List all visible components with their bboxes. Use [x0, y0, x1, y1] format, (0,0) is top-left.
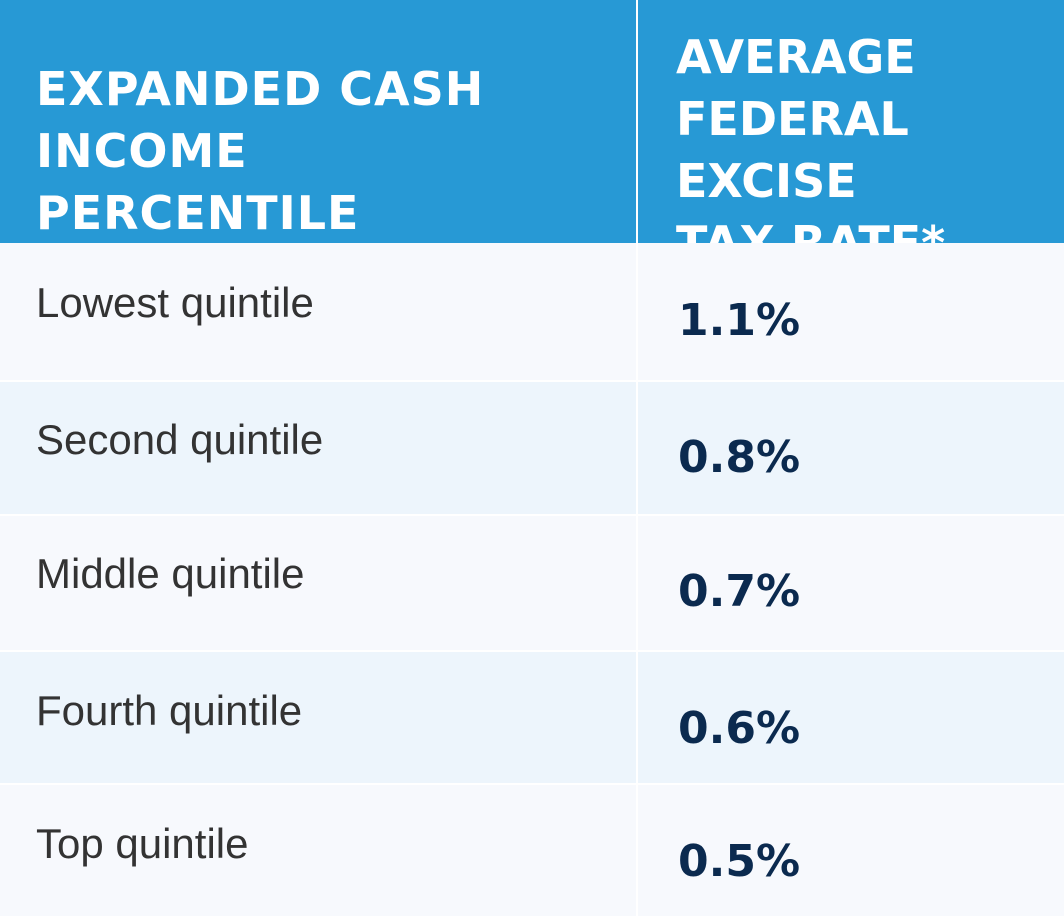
column-divider — [636, 514, 638, 651]
column-divider — [636, 784, 638, 916]
header-column-divider — [636, 0, 638, 243]
row-value-fourth: 0.6% — [638, 651, 1064, 784]
row-value-text: 0.7% — [678, 566, 801, 617]
row-divider — [0, 650, 1064, 652]
row-label-lowest: Lowest quintile — [0, 243, 636, 380]
row-label-text: Lowest quintile — [36, 279, 314, 326]
row-value-text: 1.1% — [678, 295, 801, 346]
row-value-middle: 0.7% — [638, 514, 1064, 651]
header-income-percentile-label: EXPANDED CASH INCOME PERCENTILE — [36, 62, 485, 240]
row-value-text: 0.5% — [678, 836, 801, 887]
row-value-top: 0.5% — [638, 784, 1064, 916]
row-label-top: Top quintile — [0, 784, 636, 916]
row-value-second: 0.8% — [638, 380, 1064, 514]
column-divider — [636, 380, 638, 514]
header-excise-tax-rate-label: AVERAGE FEDERAL EXCISE TAX RATE* — [676, 30, 945, 270]
row-label-text: Middle quintile — [36, 550, 305, 597]
row-divider — [0, 380, 1064, 382]
row-value-text: 0.6% — [678, 703, 801, 754]
header-income-percentile: EXPANDED CASH INCOME PERCENTILE — [0, 0, 636, 243]
column-divider — [636, 651, 638, 784]
row-value-lowest: 1.1% — [638, 243, 1064, 380]
row-divider — [0, 783, 1064, 785]
row-divider — [0, 514, 1064, 516]
row-label-middle: Middle quintile — [0, 514, 636, 651]
row-value-text: 0.8% — [678, 432, 801, 483]
column-divider — [636, 243, 638, 380]
row-label-second: Second quintile — [0, 380, 636, 514]
row-label-fourth: Fourth quintile — [0, 651, 636, 784]
row-label-text: Fourth quintile — [36, 687, 303, 734]
row-label-text: Second quintile — [36, 416, 324, 463]
header-excise-tax-rate: AVERAGE FEDERAL EXCISE TAX RATE* — [638, 0, 1064, 270]
row-label-text: Top quintile — [36, 820, 249, 867]
